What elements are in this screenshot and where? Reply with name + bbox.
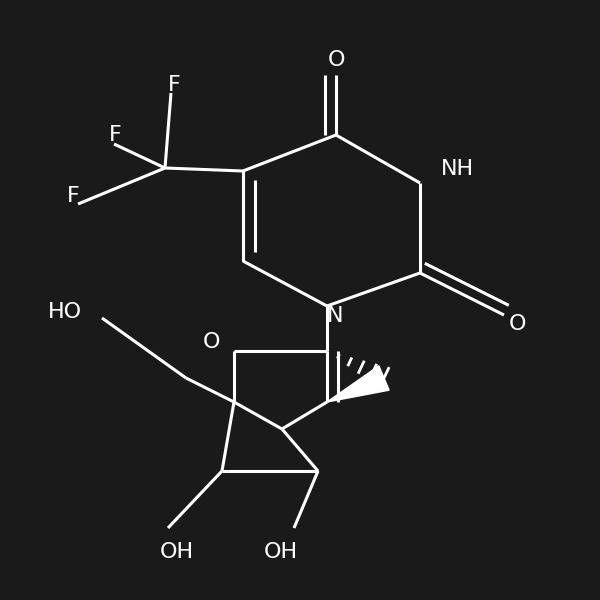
Text: NH: NH — [440, 159, 474, 179]
Text: OH: OH — [264, 542, 298, 562]
Text: F: F — [109, 125, 122, 145]
Text: F: F — [167, 75, 181, 95]
Text: N: N — [326, 305, 343, 326]
Text: O: O — [202, 332, 220, 352]
Text: OH: OH — [160, 542, 194, 562]
Text: O: O — [327, 50, 345, 70]
Polygon shape — [327, 366, 389, 402]
Text: F: F — [67, 186, 80, 206]
Text: O: O — [508, 314, 526, 334]
Text: HO: HO — [48, 302, 82, 322]
